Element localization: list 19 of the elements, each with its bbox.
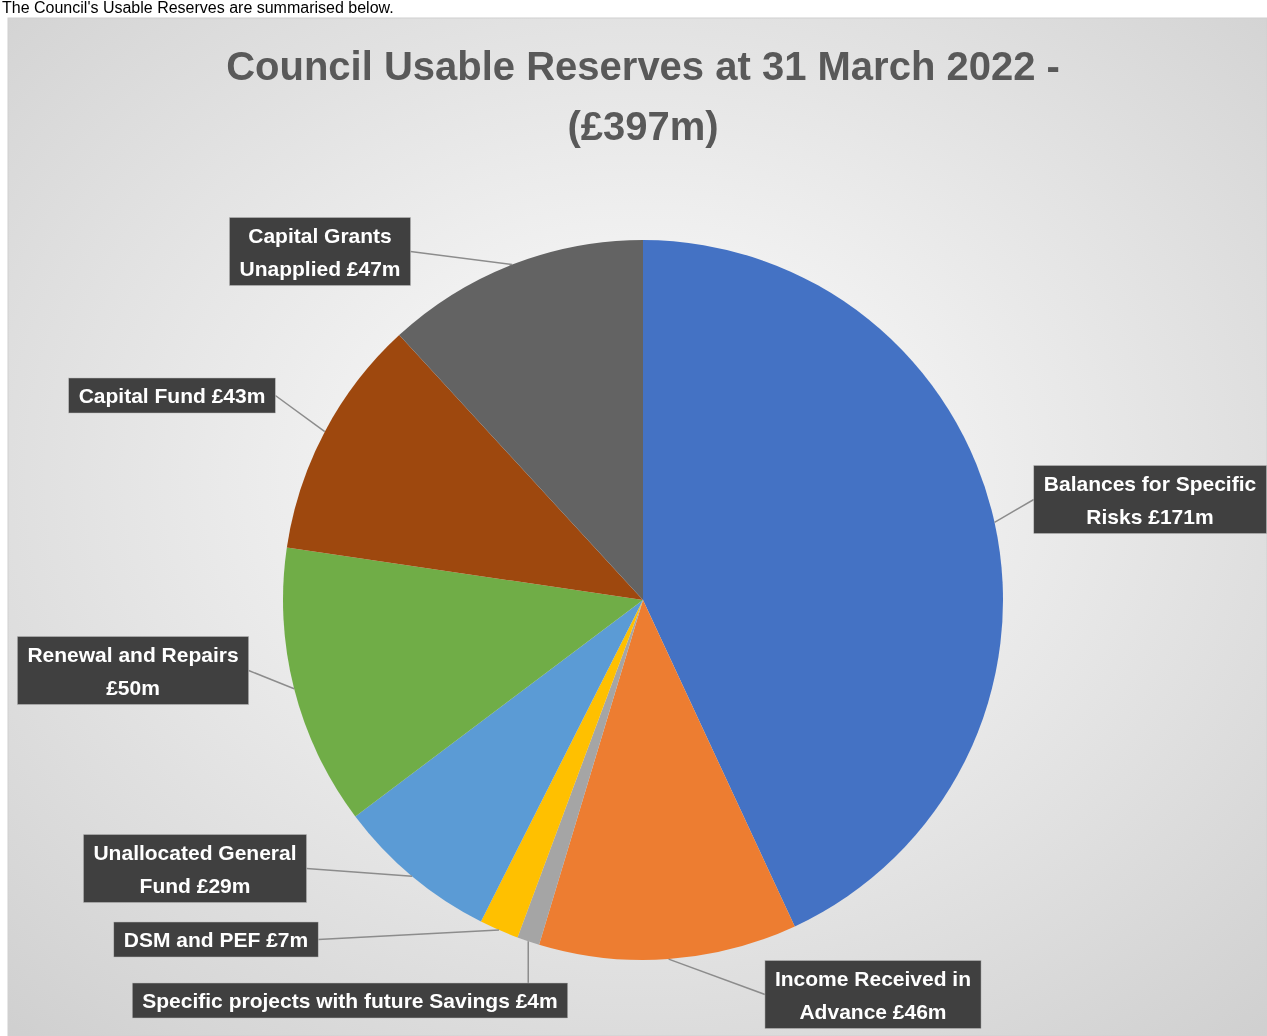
slice-label: Income Received in Advance £46m	[774, 966, 972, 1023]
chart-title: Council Usable Reserves at 31 March 2022 - (£397m)	[226, 44, 1060, 148]
pie-slice	[643, 240, 1003, 927]
slice-label: DSM and PEF £7m	[123, 928, 309, 951]
slice-label: Specific projects with future Savings £4m	[142, 989, 558, 1012]
slice-label: Capital Fund £43m	[78, 384, 266, 407]
pie-slice	[286, 335, 643, 600]
pie-slice	[283, 547, 643, 817]
slice-label: Unallocated General Fund £29m	[93, 840, 297, 897]
text: The Council's Usable Reserves are summarised below.	[2, 0, 394, 16]
slice-label: Renewal and Repairs	[27, 642, 239, 666]
pie-slice	[480, 600, 643, 938]
pie-slice	[355, 600, 643, 922]
pie-slice	[539, 600, 795, 960]
pie-slice	[399, 240, 643, 600]
slice-label: Balances for Specific Risks £171m	[1043, 471, 1257, 528]
data-label: £50m	[106, 675, 160, 699]
slice-label: Capital Grants Unapplied £47m	[239, 223, 401, 280]
pie-slice	[517, 600, 643, 945]
